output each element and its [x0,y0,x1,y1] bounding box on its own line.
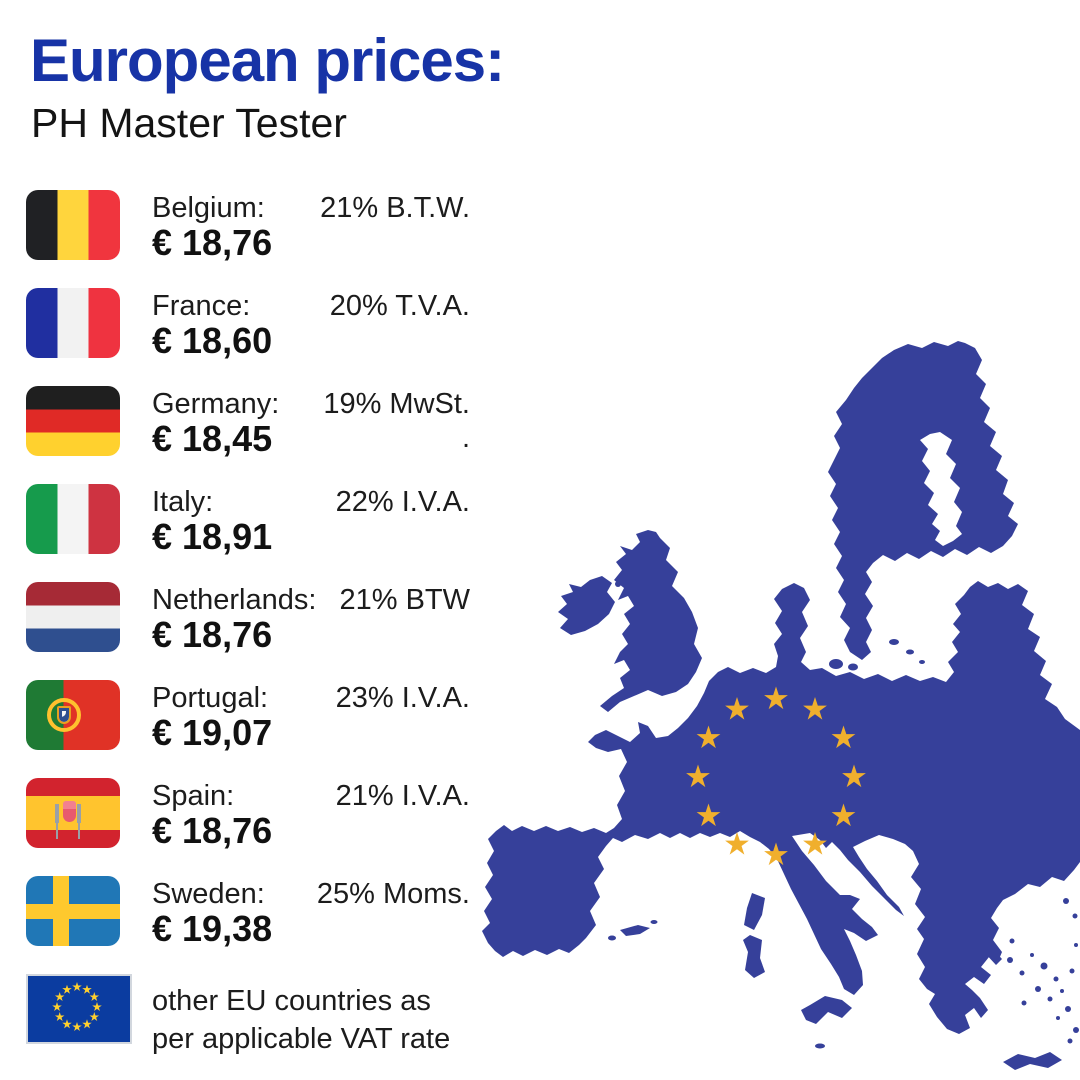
country-name: Sweden: [152,878,265,910]
country-row: Sweden: € 19,38 25% Moms. [0,876,480,962]
country-row: Netherlands: € 18,76 21% BTW [0,582,480,668]
sweden-flag-icon [26,876,120,946]
country-price: € 18,76 [152,810,273,851]
page-title: European prices: [30,27,505,94]
country-vat-rate: 21% I.V.A. [335,780,470,812]
eu-note-line1: other EU countries as [152,985,431,1017]
country-vat-rate: 25% Moms. [316,878,470,910]
country-name: Italy: [152,486,214,518]
germany-flag-icon [26,386,120,456]
europe-landmass [482,341,1080,1070]
country-price: € 18,76 [152,614,273,655]
netherlands-flag-icon [26,582,120,652]
country-row: Belgium: € 18,76 21% B.T.W. [0,190,480,276]
eu-note-text: other EU countries as per applicable VAT… [152,982,450,1058]
country-row: Germany: € 18,45 19% MwSt. . [0,386,480,472]
country-vat-rate: 19% MwSt. . [240,388,470,455]
country-vat-rate: 22% I.V.A. [335,486,470,518]
country-vat-rate: 21% BTW [339,584,470,616]
country-name: Portugal: [152,682,269,714]
country-row: France: € 18,60 20% T.V.A. [0,288,480,374]
country-name: France: [152,290,251,322]
country-row: Spain: € 18,76 21% I.V.A. [0,778,480,864]
italy-flag-icon [26,484,120,554]
product-name: PH Master Tester [31,100,347,146]
eu-europe-map [482,341,1080,1070]
country-name: Germany: [152,388,280,420]
belgium-flag-icon [26,190,120,260]
country-price: € 18,45 [152,418,273,459]
country-name: Netherlands: [152,584,317,616]
country-row: Portugal: € 19,07 23% I.V.A. [0,680,480,766]
country-row: Italy: € 18,91 22% I.V.A. [0,484,480,570]
country-price: € 18,91 [152,516,273,557]
country-name: Spain: [152,780,235,812]
country-price: € 18,76 [152,222,273,263]
country-price: € 18,60 [152,320,273,361]
portugal-flag-icon [26,680,120,750]
eu-flag-icon [26,974,132,1044]
country-vat-rate: 23% I.V.A. [335,682,470,714]
eu-flag-stars [52,982,102,1032]
country-price: € 19,07 [152,712,273,753]
eu-note-row [0,974,480,1060]
country-name: Belgium: [152,192,265,224]
country-vat-rate: 20% T.V.A. [329,290,470,322]
eu-note-line2: per applicable VAT rate [152,1023,451,1055]
vat-note: . [461,422,470,454]
country-price: € 19,38 [152,908,273,949]
gulf-of-bothnia [920,432,962,546]
france-flag-icon [26,288,120,358]
country-vat-rate: 21% B.T.W. [320,192,470,224]
spain-flag-icon [26,778,120,848]
